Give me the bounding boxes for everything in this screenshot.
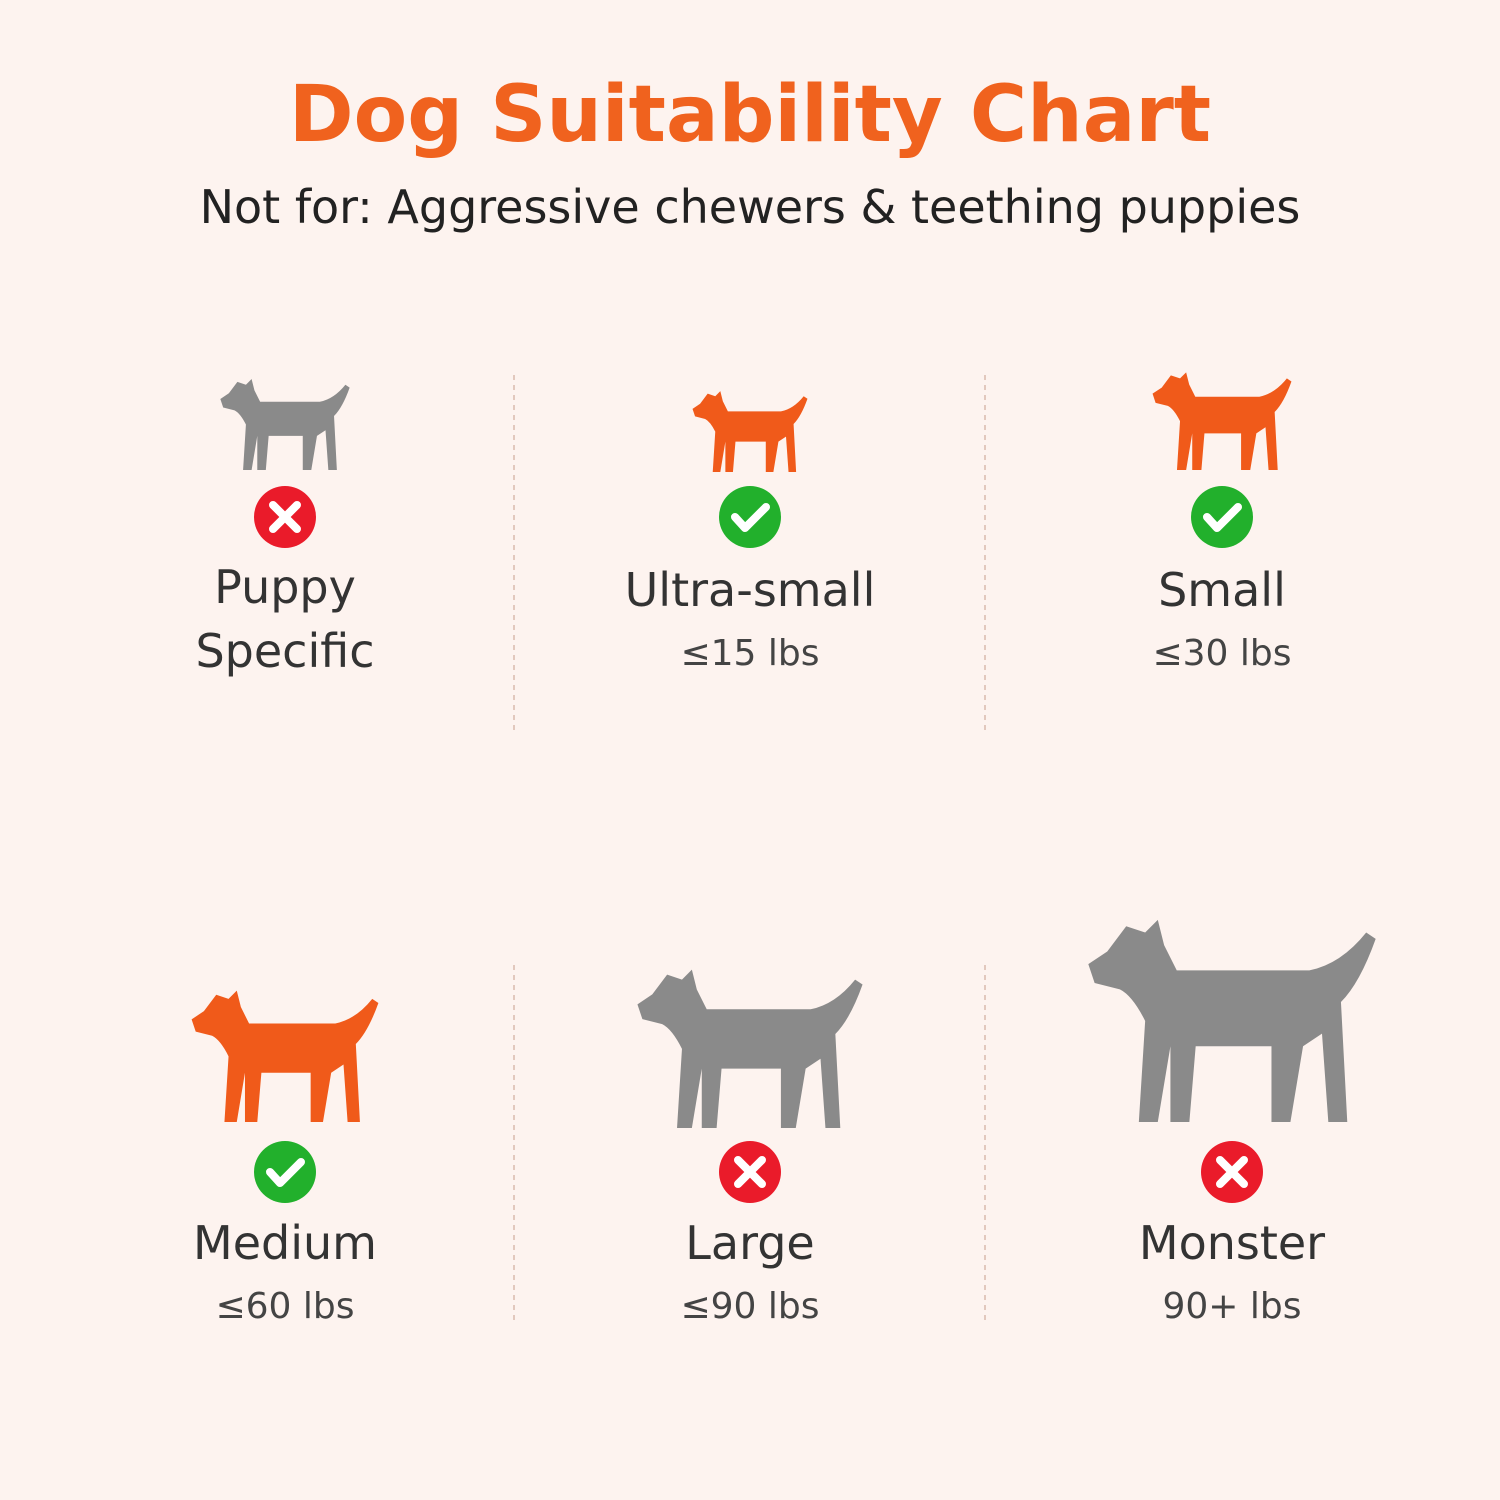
check-mark: [266, 1158, 305, 1187]
dog-silhouette: [637, 969, 863, 1128]
dog-silhouette: [220, 379, 350, 470]
size-label: Ultra-small: [624, 563, 876, 617]
dog-silhouette: [191, 990, 379, 1122]
title: Dog Suitability Chart: [288, 70, 1212, 160]
icon-circle: [1191, 486, 1253, 548]
icon-circle: [254, 1141, 316, 1203]
weight-label: ≤15 lbs: [680, 633, 820, 674]
check-mark: [1203, 503, 1242, 532]
dog-silhouette: [1088, 919, 1376, 1122]
icon-circle: [719, 486, 781, 548]
check-icon: [254, 1141, 316, 1203]
cross-mark: [269, 501, 301, 533]
weight-label: 90+ lbs: [1162, 1286, 1302, 1327]
subtitle: Not for: Aggressive chewers & teething p…: [199, 180, 1301, 234]
dog-silhouette: [1152, 372, 1292, 470]
cross-mark: [734, 1156, 766, 1188]
cross-icon: [719, 1141, 781, 1203]
size-label: Puppy Specific: [195, 560, 375, 678]
size-label: Medium: [193, 1216, 377, 1270]
weight-label: ≤90 lbs: [680, 1286, 820, 1327]
cross-icon: [1201, 1141, 1263, 1203]
cross-mark: [1216, 1156, 1248, 1188]
check-mark: [731, 503, 770, 532]
size-label: Small: [1158, 563, 1286, 617]
check-icon: [1191, 486, 1253, 548]
check-icon: [719, 486, 781, 548]
dog-silhouette: [692, 391, 808, 472]
size-label: Large: [685, 1216, 815, 1270]
weight-label: ≤60 lbs: [215, 1286, 355, 1327]
weight-label: ≤30 lbs: [1152, 633, 1292, 674]
size-label: Monster: [1138, 1216, 1326, 1270]
cross-icon: [254, 486, 316, 548]
